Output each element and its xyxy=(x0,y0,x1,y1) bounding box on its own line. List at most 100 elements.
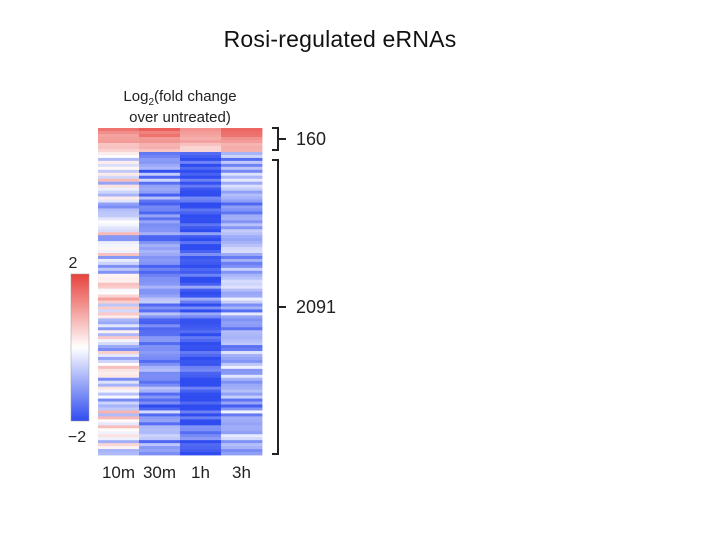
heatmap-cell xyxy=(139,152,181,156)
heatmap-cell xyxy=(180,377,222,382)
heatmap-cell xyxy=(139,208,181,212)
heatmap-cell xyxy=(139,336,181,340)
heatmap-cell xyxy=(180,205,222,209)
heatmap-cell xyxy=(180,238,222,242)
heatmap-cell xyxy=(221,190,263,194)
heatmap-cell xyxy=(180,166,222,171)
heatmap-cell xyxy=(180,452,222,456)
heatmap-cell xyxy=(221,214,263,218)
heatmap-cell xyxy=(180,160,222,165)
heatmap-cell xyxy=(139,407,181,411)
heatmap-cell xyxy=(180,392,222,396)
heatmap-cell xyxy=(139,146,181,150)
heatmap-cell xyxy=(221,244,263,248)
heatmap-cell xyxy=(98,386,140,391)
heatmap-cell xyxy=(180,196,222,200)
heatmap-cell xyxy=(98,211,140,215)
heatmap-cell xyxy=(139,351,181,355)
heatmap-cell xyxy=(98,208,140,212)
heatmap-cell xyxy=(98,264,140,269)
heatmap-cell xyxy=(221,306,263,310)
heatmap-cell xyxy=(139,386,181,391)
heatmap-cell xyxy=(221,241,263,245)
heatmap-cell xyxy=(180,413,222,417)
heatmap-cell xyxy=(98,395,140,399)
heatmap-cell xyxy=(139,134,181,138)
heatmap-cell xyxy=(139,300,181,304)
heatmap-cell xyxy=(221,354,263,358)
heatmap-cell xyxy=(221,374,263,379)
heatmap-cell xyxy=(98,166,140,171)
heatmap-cell xyxy=(139,279,181,284)
heatmap-cell xyxy=(139,303,181,307)
heatmap-cell xyxy=(98,365,140,370)
heatmap-cell xyxy=(221,380,263,385)
heatmap-cell xyxy=(221,449,263,453)
heatmap-cell xyxy=(98,377,140,382)
heatmap-cell xyxy=(180,208,222,212)
heatmap-cell xyxy=(180,193,222,197)
heatmap-cell xyxy=(139,258,181,263)
heatmap-cell xyxy=(139,253,181,257)
heatmap-cell xyxy=(180,131,222,135)
heatmap-cell xyxy=(98,297,140,301)
heatmap-cell xyxy=(221,270,263,275)
heatmap-cell xyxy=(139,380,181,385)
heatmap-cell xyxy=(139,330,181,334)
heatmap-cell xyxy=(221,146,263,150)
heatmap-cell xyxy=(139,247,181,251)
heatmap-cell xyxy=(221,410,263,414)
heatmap-cell xyxy=(139,229,181,233)
heatmap-cell xyxy=(221,276,263,281)
heatmap-cell xyxy=(221,273,263,278)
heatmap-cell xyxy=(221,250,263,254)
colorbar-tick-min: −2 xyxy=(68,429,86,446)
heatmap-cell xyxy=(98,452,140,456)
heatmap-cell xyxy=(98,401,140,405)
heatmap-cell xyxy=(139,181,181,186)
heatmap-cell xyxy=(180,279,222,284)
heatmap-cell xyxy=(180,143,222,147)
heatmap-cell xyxy=(221,336,263,340)
heatmap-cell xyxy=(139,264,181,269)
heatmap-cell xyxy=(180,371,222,376)
heatmap-cell xyxy=(180,282,222,287)
heatmap-cell xyxy=(98,143,140,147)
heatmap-cell xyxy=(139,425,181,429)
heatmap-cell xyxy=(180,386,222,391)
heatmap-cell xyxy=(221,452,263,456)
heatmap-cell xyxy=(180,374,222,379)
heatmap-cell xyxy=(139,193,181,197)
heatmap-cell xyxy=(221,327,263,331)
heatmap-cell xyxy=(98,199,140,203)
heatmap-cell xyxy=(98,238,140,242)
heatmap-cell xyxy=(139,244,181,248)
heatmap-cell xyxy=(139,149,181,153)
heatmap-cell xyxy=(139,294,181,298)
heatmap-cell xyxy=(180,303,222,307)
heatmap-cell xyxy=(221,437,263,441)
heatmap-cell xyxy=(98,389,140,394)
heatmap-cell xyxy=(221,345,263,349)
heatmap-cell xyxy=(98,253,140,257)
heatmap-cell xyxy=(98,288,140,293)
heatmap-cell xyxy=(221,303,263,307)
heatmap-cell xyxy=(180,425,222,429)
heatmap-cell xyxy=(139,428,181,432)
heatmap-cell xyxy=(139,365,181,370)
heatmap-cell xyxy=(98,235,140,239)
heatmap-cell xyxy=(139,178,181,183)
heatmap-cell xyxy=(221,297,263,301)
heatmap-cell xyxy=(98,146,140,150)
heatmap-cell xyxy=(139,315,181,319)
heatmap-cell xyxy=(139,217,181,221)
colorbar-title-base: Log xyxy=(123,88,148,105)
heatmap-cell xyxy=(221,348,263,352)
heatmap-cell xyxy=(180,226,222,230)
heatmap-cell xyxy=(98,181,140,186)
column-label: 1h xyxy=(191,463,210,482)
heatmap-cell xyxy=(98,149,140,153)
heatmap-cell xyxy=(98,383,140,388)
heatmap-cell xyxy=(98,312,140,316)
heatmap-cell xyxy=(180,327,222,331)
